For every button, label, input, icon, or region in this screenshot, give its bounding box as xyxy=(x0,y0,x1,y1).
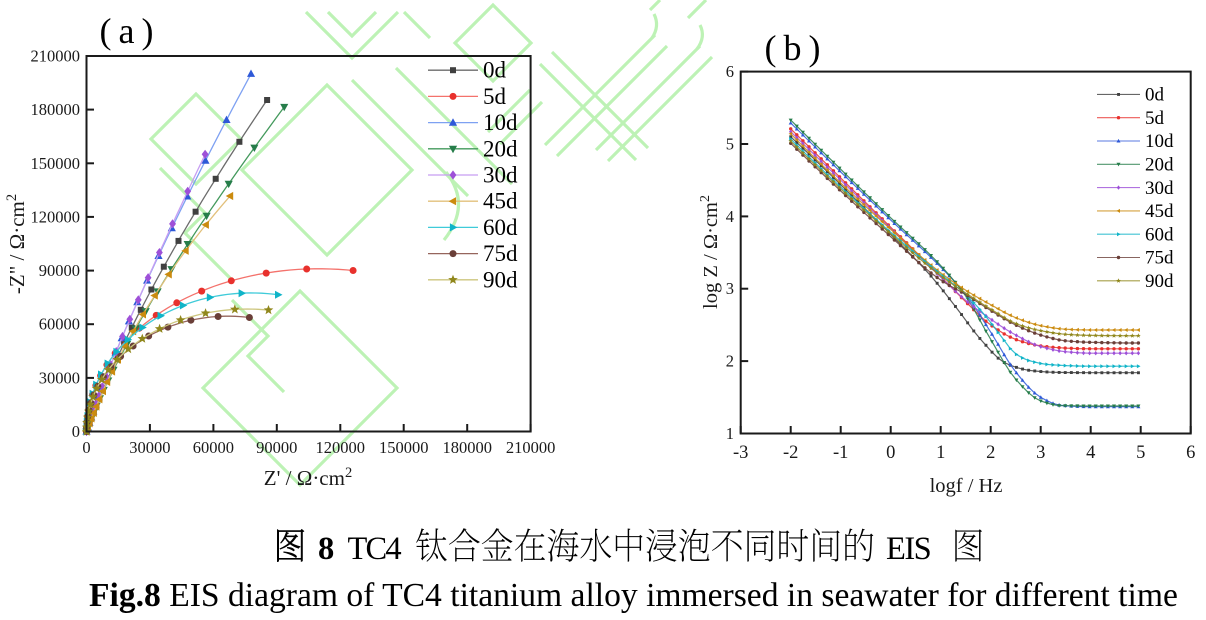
svg-text:0d: 0d xyxy=(483,58,507,83)
svg-text:5d: 5d xyxy=(483,84,507,109)
svg-text:5: 5 xyxy=(1136,443,1145,463)
svg-text:EIS: EIS xyxy=(886,531,931,567)
svg-text:30d: 30d xyxy=(483,163,518,188)
svg-text:4: 4 xyxy=(1086,443,1095,463)
svg-text:120000: 120000 xyxy=(31,207,81,226)
svg-text:75d: 75d xyxy=(1145,248,1174,269)
svg-text:180000: 180000 xyxy=(442,438,492,457)
svg-text:5: 5 xyxy=(726,135,734,154)
svg-text:10d: 10d xyxy=(1145,131,1174,152)
svg-text:-2: -2 xyxy=(783,443,798,463)
svg-text:0d: 0d xyxy=(1145,85,1165,106)
svg-text:75d: 75d xyxy=(483,241,518,266)
svg-text:90000: 90000 xyxy=(256,438,297,457)
svg-text:logf / Hz: logf / Hz xyxy=(930,475,1003,497)
svg-text:Fig.8 EIS diagram of TC4 titan: Fig.8 EIS diagram of TC4 titanium alloy … xyxy=(89,577,1178,614)
svg-text:120000: 120000 xyxy=(316,438,366,457)
svg-text:210000: 210000 xyxy=(506,438,556,457)
svg-text:30000: 30000 xyxy=(39,368,80,387)
svg-text:30000: 30000 xyxy=(129,438,170,457)
svg-text:8: 8 xyxy=(318,531,334,567)
svg-text:-3: -3 xyxy=(733,443,748,463)
svg-text:150000: 150000 xyxy=(379,438,429,457)
svg-text:20d: 20d xyxy=(483,136,518,161)
svg-text:210000: 210000 xyxy=(31,47,81,66)
svg-text:0: 0 xyxy=(72,422,80,441)
svg-text:150000: 150000 xyxy=(31,154,81,173)
svg-text:60000: 60000 xyxy=(39,315,80,334)
svg-text:180000: 180000 xyxy=(31,100,81,119)
svg-text:2: 2 xyxy=(726,352,734,371)
svg-text:1: 1 xyxy=(726,424,734,443)
svg-text:1: 1 xyxy=(936,443,945,463)
svg-text:3: 3 xyxy=(726,279,734,298)
svg-text:-Z" / Ω·cm2: -Z" / Ω·cm2 xyxy=(4,194,29,294)
svg-text:(a): (a) xyxy=(100,11,161,51)
svg-text:90d: 90d xyxy=(483,267,518,292)
svg-text:90000: 90000 xyxy=(39,261,80,280)
svg-text:0: 0 xyxy=(82,438,90,457)
svg-text:log Z / Ω·cm2: log Z / Ω·cm2 xyxy=(698,195,722,309)
svg-text:3: 3 xyxy=(1036,443,1045,463)
svg-text:45d: 45d xyxy=(483,189,518,214)
svg-text:6: 6 xyxy=(726,62,734,81)
svg-text:5d: 5d xyxy=(1145,108,1165,129)
svg-text:20d: 20d xyxy=(1145,155,1174,176)
svg-text:Z' / Ω·cm2: Z' / Ω·cm2 xyxy=(264,465,352,490)
svg-text:TC4: TC4 xyxy=(348,531,402,567)
svg-text:4: 4 xyxy=(726,207,734,226)
svg-text:2: 2 xyxy=(986,443,995,463)
svg-text:6: 6 xyxy=(1186,443,1195,463)
svg-text:(b): (b) xyxy=(765,28,828,68)
svg-text:60000: 60000 xyxy=(193,438,234,457)
svg-text:60d: 60d xyxy=(483,215,518,240)
svg-text:60d: 60d xyxy=(1145,224,1174,245)
svg-text:30d: 30d xyxy=(1145,178,1174,199)
svg-text:10d: 10d xyxy=(483,110,518,135)
svg-text:-1: -1 xyxy=(833,443,848,463)
svg-text:45d: 45d xyxy=(1145,201,1174,222)
svg-text:0: 0 xyxy=(886,443,895,463)
svg-text:90d: 90d xyxy=(1145,271,1174,292)
